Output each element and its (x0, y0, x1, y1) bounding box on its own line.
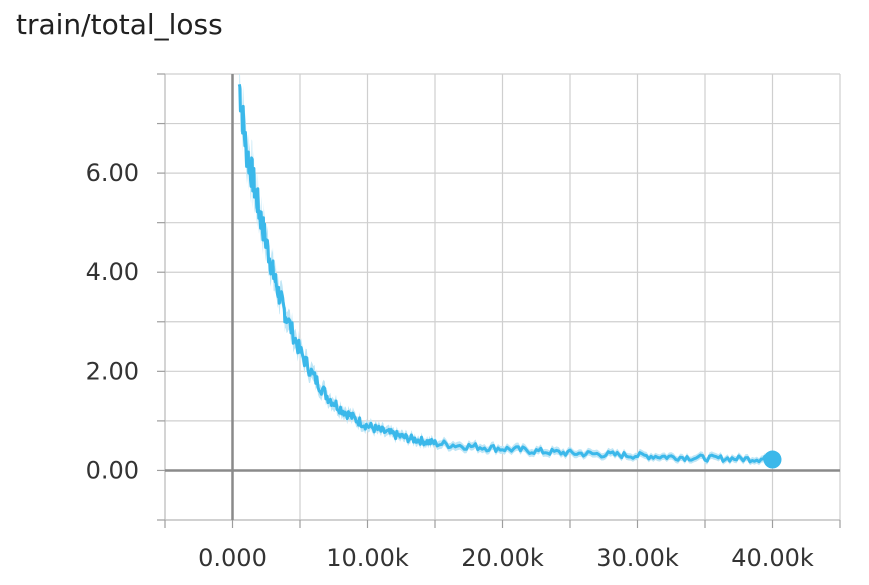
y-tick-label: 2.00 (86, 357, 139, 385)
series-line (237, 83, 774, 464)
y-tick-label: 0.00 (86, 456, 139, 484)
x-tick-label: 30.00k (596, 544, 679, 572)
series-band (239, 74, 773, 466)
x-tick-label: 20.00k (461, 544, 544, 572)
y-tick-label: 6.00 (86, 159, 139, 187)
chart-title: train/total_loss (16, 8, 223, 41)
x-tick-label: 10.00k (326, 544, 409, 572)
series-end-point (763, 450, 782, 469)
x-tick-label: 40.00k (731, 544, 814, 572)
x-tick-label: 0.000 (198, 544, 267, 572)
y-tick-label: 4.00 (86, 258, 139, 286)
